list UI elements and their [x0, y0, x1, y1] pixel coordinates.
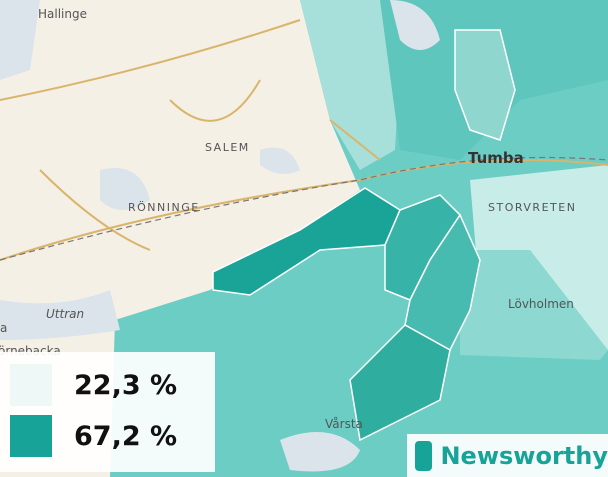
place-label: RÖNNINGE — [128, 201, 200, 214]
railway — [0, 156, 608, 261]
region — [454, 29, 516, 141]
legend-item: 67,2 % — [10, 415, 177, 457]
place-label: Hallinge — [38, 7, 87, 21]
brand-icon — [415, 440, 433, 471]
brand-logo: Newsworthy — [407, 434, 608, 477]
region — [300, 0, 400, 170]
place-label: STORVRETEN — [488, 201, 576, 214]
region — [349, 324, 451, 442]
place-label: Uttran — [46, 307, 84, 321]
brand-name: Newsworthy — [440, 441, 608, 470]
legend-swatch — [10, 415, 52, 457]
legend-item: 22,3 % — [10, 364, 177, 406]
place-label: Lövholmen — [508, 297, 574, 311]
place-label: Tumba — [468, 149, 524, 167]
legend-label: 22,3 % — [74, 369, 178, 401]
place-label: Vårsta — [325, 417, 363, 431]
region — [460, 250, 608, 360]
legend-swatch — [10, 364, 52, 406]
road — [0, 19, 608, 261]
place-label: a — [0, 321, 7, 335]
legend-label: 67,2 % — [74, 420, 178, 452]
legend: 22,3 % 67,2 % — [0, 352, 215, 472]
place-label: SALEM — [205, 141, 250, 154]
